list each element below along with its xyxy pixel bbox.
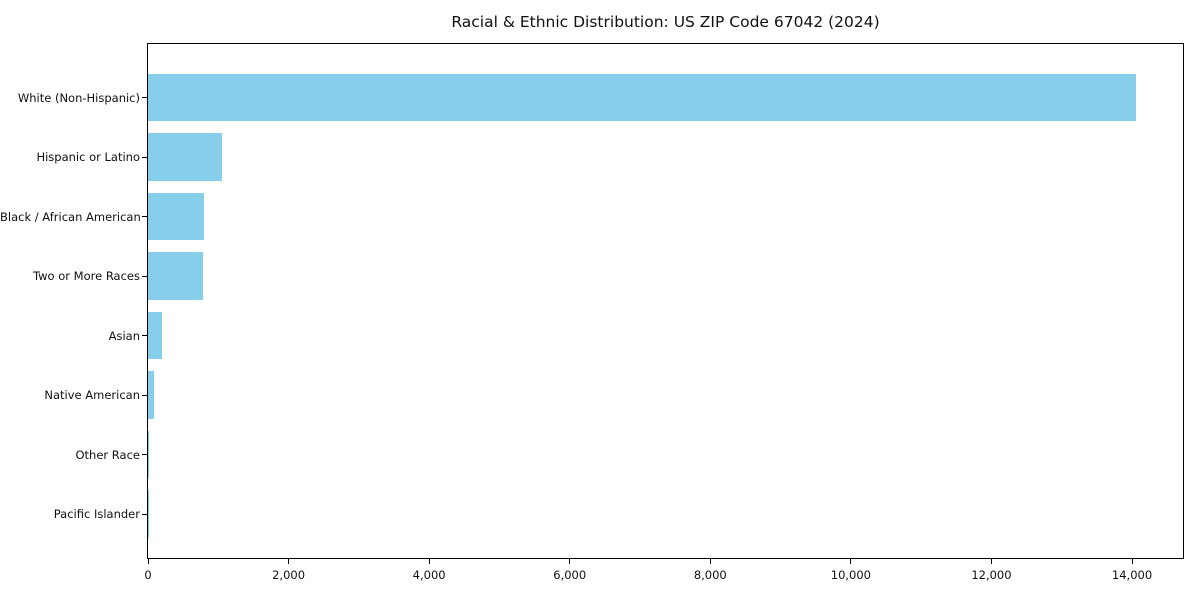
bar (148, 311, 162, 360)
x-tick-label: 0 (144, 568, 152, 582)
y-tick-label: Pacific Islander (53, 507, 140, 521)
y-tick-label: White (Non-Hispanic) (17, 90, 140, 105)
y-tick (142, 156, 148, 158)
x-tick (850, 558, 852, 564)
chart-title: Racial & Ethnic Distribution: US ZIP Cod… (451, 13, 880, 31)
y-tick (142, 394, 148, 396)
bar (148, 133, 222, 181)
bar (148, 371, 154, 419)
bar (148, 73, 1137, 122)
y-tick-label: Two or More Races (33, 269, 140, 283)
y-tick (142, 513, 148, 515)
bar (148, 252, 203, 300)
bar (148, 430, 150, 479)
x-tick (709, 558, 711, 564)
y-tick (142, 335, 148, 336)
x-tick-label: 6,000 (553, 568, 587, 582)
x-tick-label: 4,000 (412, 568, 446, 582)
y-tick (142, 97, 148, 98)
y-tick (142, 454, 148, 455)
y-tick (142, 275, 148, 277)
x-tick (990, 558, 992, 564)
y-tick-label: Native American (44, 388, 140, 402)
bar (148, 192, 205, 241)
x-tick (569, 558, 571, 564)
x-tick-label: 12,000 (971, 568, 1012, 582)
x-tick-label: 10,000 (830, 568, 871, 582)
x-tick (1131, 558, 1133, 564)
x-tick (288, 558, 290, 564)
x-tick (428, 558, 430, 564)
plot-area (147, 43, 1184, 559)
x-tick-label: 2,000 (272, 568, 306, 582)
y-tick-label: Other Race (75, 447, 141, 462)
y-tick-label: Black / African American (0, 209, 141, 224)
y-tick-label: Hispanic or Latino (36, 150, 140, 164)
x-tick-label: 8,000 (693, 568, 727, 582)
y-tick (142, 216, 148, 217)
y-tick-label: Asian (108, 328, 140, 343)
x-tick (147, 558, 149, 564)
x-tick-label: 14,000 (1111, 568, 1153, 582)
